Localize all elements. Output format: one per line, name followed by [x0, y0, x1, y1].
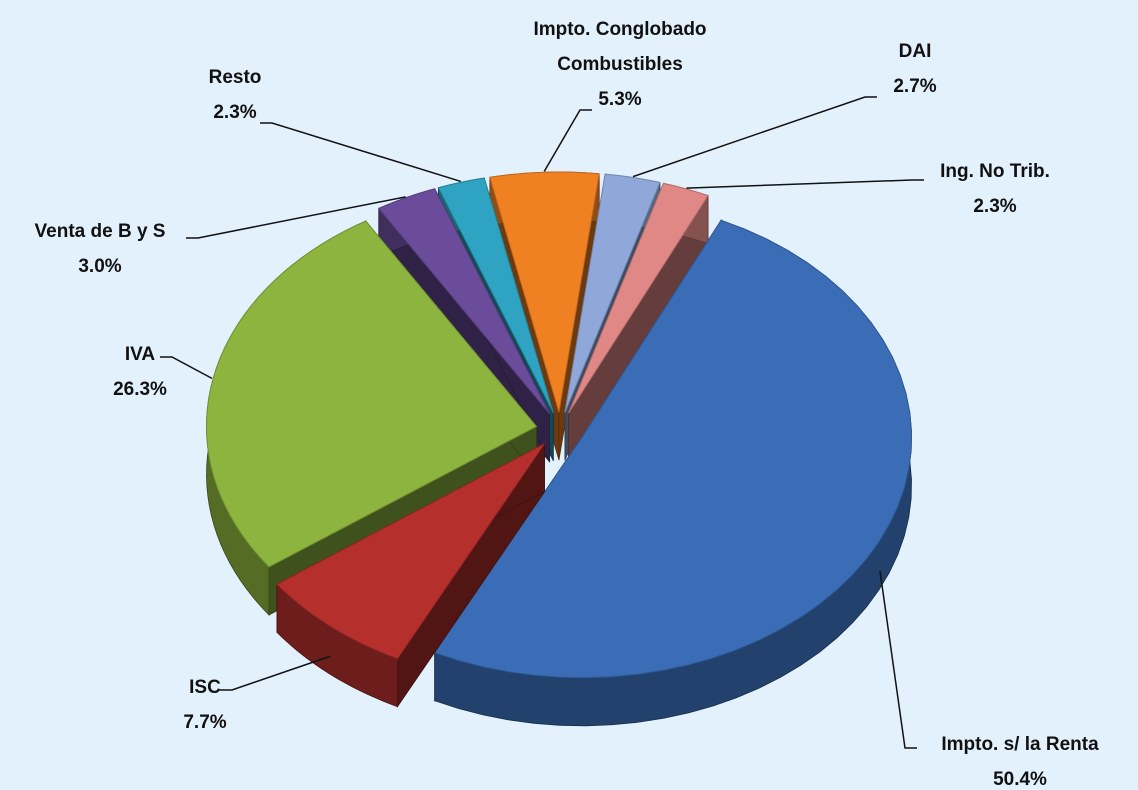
label-line: Resto [209, 67, 262, 88]
category-label: Ing. No Trib. [940, 161, 1050, 182]
leader-line [160, 356, 213, 380]
slice [276, 443, 545, 660]
label-line: Combustibles [557, 54, 683, 75]
leader-line [632, 96, 877, 178]
slice [433, 219, 913, 679]
category-label: ISC [189, 677, 221, 698]
leader-line [220, 655, 331, 691]
slice [568, 182, 709, 463]
label-line: Impto. s/ la Renta [941, 734, 1099, 755]
label-line: Impto. Conglobado [533, 19, 706, 40]
slice [433, 218, 913, 727]
value-label: 2.7% [893, 76, 936, 97]
slice [437, 177, 554, 413]
category-label: IVA [125, 344, 156, 365]
leader-line [186, 196, 406, 239]
leader-line [543, 109, 592, 172]
value-label: 3.0% [78, 256, 121, 277]
slice [378, 188, 551, 415]
category-label: Resto [209, 67, 262, 88]
slice [276, 442, 545, 708]
slice [489, 171, 600, 413]
leader-line [879, 571, 917, 749]
category-label: Venta de B y S [35, 221, 166, 242]
label-line: Venta de B y S [35, 221, 166, 242]
value-label: 2.3% [973, 196, 1016, 217]
label-line: ISC [189, 677, 221, 698]
value-label: 7.7% [183, 712, 226, 733]
value-label: 26.3% [113, 379, 167, 400]
slice [205, 220, 538, 568]
leader-line [260, 122, 462, 183]
slice [568, 182, 709, 414]
leader-line [686, 179, 924, 189]
category-label: Impto. Conglobado Combustibles [533, 19, 706, 75]
label-line: IVA [125, 344, 156, 365]
label-line: Ing. No Trib. [940, 161, 1050, 182]
category-label: DAI [899, 41, 932, 62]
category-label: Impto. s/ la Renta [941, 734, 1099, 755]
value-label: 2.3% [213, 102, 256, 123]
value-label: 50.4% [993, 769, 1047, 790]
value-label: 5.3% [598, 89, 641, 110]
label-line: DAI [899, 41, 932, 62]
slice [564, 173, 661, 413]
